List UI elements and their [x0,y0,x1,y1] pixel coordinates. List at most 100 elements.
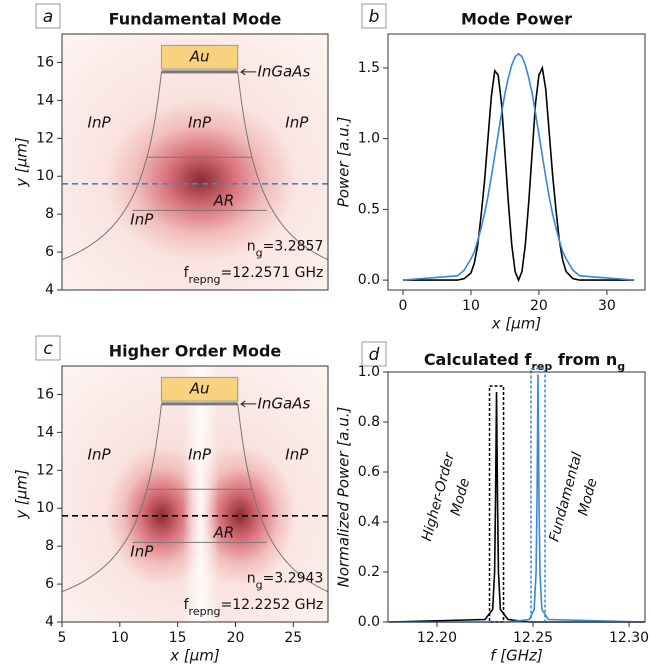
data-line [402,52,635,281]
text-part: n [247,570,256,586]
text-part: f [184,597,190,613]
text-part: from n [552,350,617,369]
waveguide-outline [62,71,162,261]
y-tick-label: 16 [36,54,54,70]
annotation: frepng=12.2252 GHz [184,597,324,618]
panel-label: a [43,7,53,27]
chart-title: Higher Order Mode [109,342,282,361]
x-tick-label: 0 [398,298,407,314]
heatmap [62,366,328,622]
y-tick-label: 0.0 [358,614,380,630]
plot-frame [61,33,329,291]
y-tick-label: 8 [45,206,54,222]
y-axis-label: y [µm] [13,469,31,520]
y-tick-label: 16 [36,386,54,402]
waveguide-outline [237,403,328,593]
arrow [239,400,257,408]
y-tick-label: 0.5 [358,201,380,217]
text-part: =3.2943 [263,570,324,586]
waveguide-outline [237,71,328,261]
x-tick-label: 20 [227,630,245,646]
au-contact [160,44,239,70]
region-label: InP [285,114,309,132]
heatmap [62,34,328,290]
y-tick-label: 0.2 [358,564,380,580]
region-label: Au [189,47,210,65]
x-axis-label: x [µm] [169,647,220,665]
text-part: =12.2252 GHz [221,597,324,613]
text-part: Calculated f [424,350,533,369]
data-line [402,65,635,283]
region-label: InGaAs [257,394,310,412]
arrow [239,68,257,76]
plot-area [388,34,645,290]
x-tick-label: 12.20 [417,630,457,646]
y-tick-label: 4 [45,282,54,298]
panel-label: c [43,339,53,359]
chart-title: Mode Power [461,10,572,29]
region-label: AR [213,523,235,541]
x-tick-label: 5 [58,630,67,646]
x-tick-label: 15 [169,630,187,646]
y-axis-label: Power [a.u.] [335,117,353,208]
region-label: InGaAs [257,62,310,80]
panel-label-box [361,3,387,29]
y-tick-label: 1.0 [358,364,380,380]
node-stripe [182,366,219,622]
panel-label: d [369,345,380,365]
x-axis-label: f [GHz] [490,647,543,665]
region-label: InP [188,114,212,132]
y-tick-label: 10 [36,168,54,184]
x-tick-label: 10 [111,630,129,646]
plot-area [388,372,645,622]
x-axis-label: x [µm] [491,315,542,333]
subscript: repng [189,272,221,285]
plot-frame [387,33,646,291]
subscript: g [256,578,263,591]
y-tick-label: 0.8 [358,414,380,430]
subscript: repng [189,604,221,617]
region-label: InP [285,446,309,464]
y-tick-label: 14 [36,424,54,440]
annotation: Calculated frep from ng [424,350,625,373]
region-label: InP [88,114,112,132]
peak-box [530,367,546,623]
plot-frame [61,365,329,623]
y-tick-label: 14 [36,92,54,108]
annotation: ng=3.2857 [247,238,324,259]
y-axis-label: Normalized Power [a.u.] [335,407,353,588]
x-tick-label: 20 [530,298,548,314]
region-label: InP [188,446,212,464]
x-tick-label: 12.25 [513,630,553,646]
y-tick-label: 10 [36,500,54,516]
y-axis-label: y [µm] [13,137,31,188]
au-contact [160,376,239,402]
panel-label-box [35,335,61,361]
region-label: Au [189,379,210,397]
y-tick-label: 1.5 [358,60,380,76]
waveguide-outline [62,403,162,593]
region-label: InP [130,542,154,560]
text-part: =3.2857 [263,238,324,254]
annotation: ng=3.2943 [247,570,324,591]
region-label: AR [213,191,235,209]
plot-frame [387,371,646,623]
region-label: InP [130,210,154,228]
y-tick-label: 12 [36,130,54,146]
y-tick-label: 0.0 [358,272,380,288]
panel-label: b [369,7,380,27]
y-tick-label: 8 [45,538,54,554]
text-part: n [247,238,256,254]
panel-label-box [361,341,387,367]
y-tick-label: 0.6 [358,464,380,480]
text-part: =12.2571 GHz [221,265,324,281]
x-tick-label: 12.30 [609,630,649,646]
subscript: g [617,360,625,373]
text-part: f [184,265,190,281]
x-tick-label: 25 [284,630,302,646]
y-tick-label: 1.0 [358,131,380,147]
y-tick-label: 12 [36,462,54,478]
x-tick-label: 10 [462,298,480,314]
subscript: rep [531,360,552,373]
